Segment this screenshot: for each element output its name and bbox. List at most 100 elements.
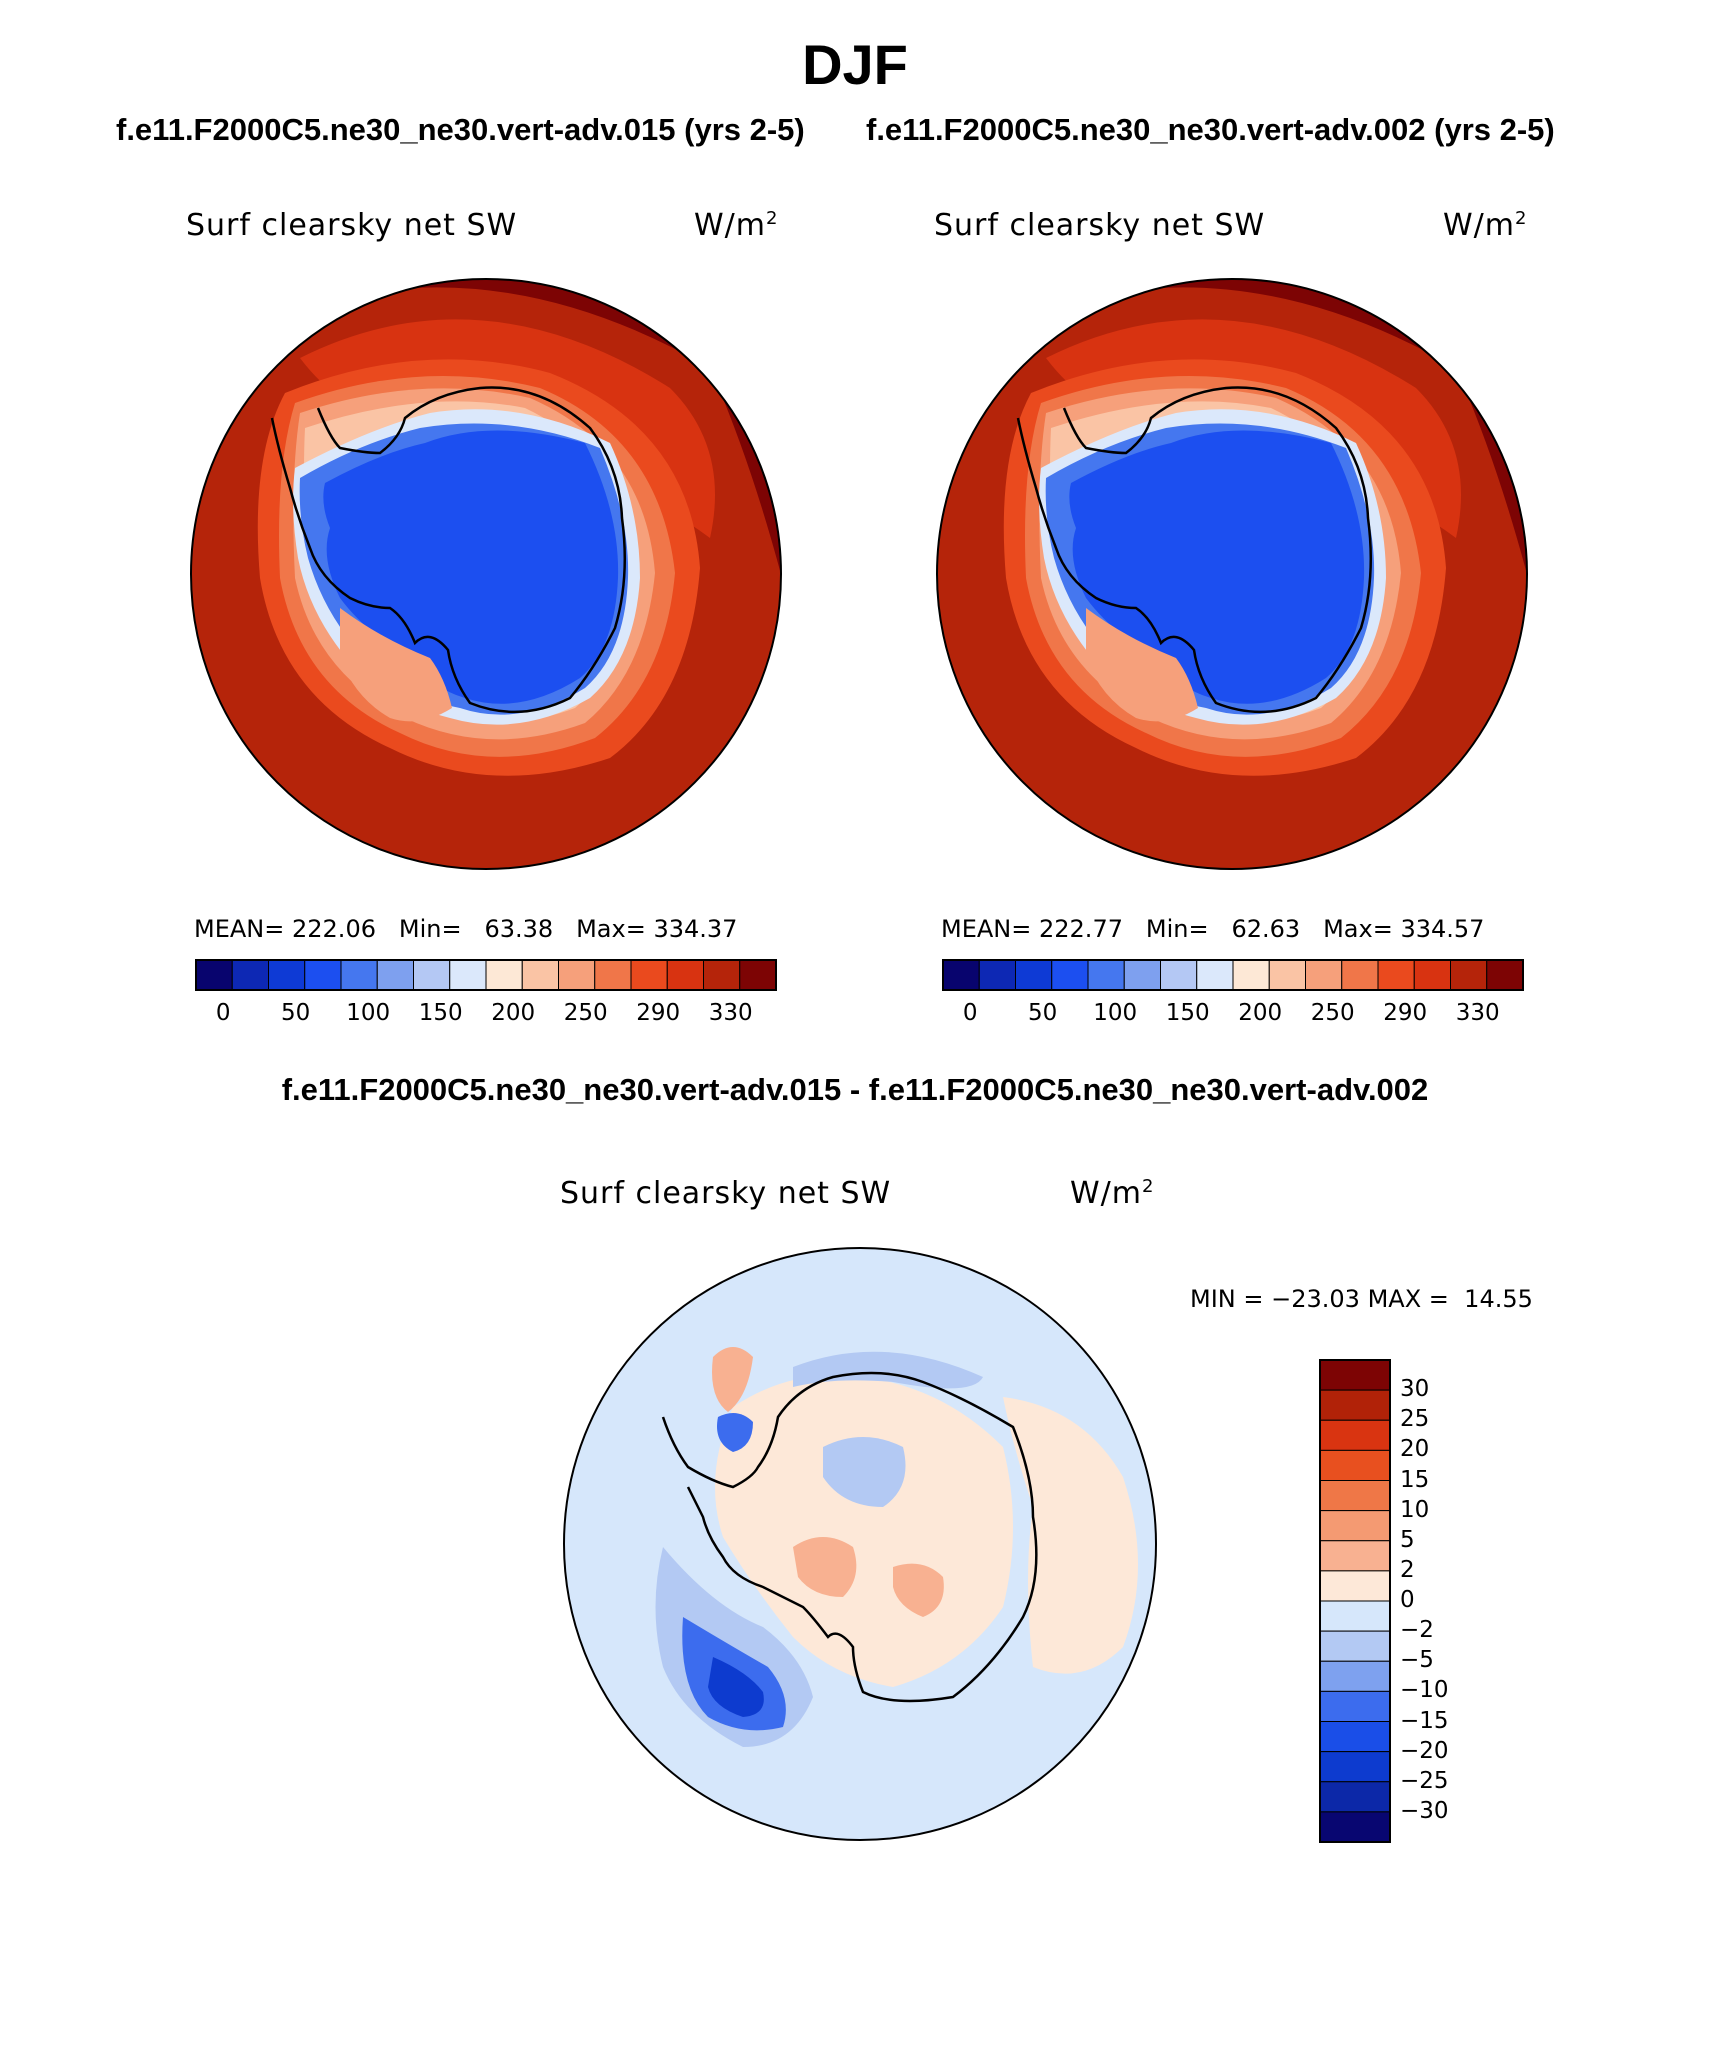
colorbar-swatch (1319, 1480, 1391, 1512)
colorbar-swatch (1160, 959, 1198, 991)
diff-positive-region-land (715, 1375, 1013, 1687)
colorbar-swatch (231, 959, 269, 991)
colorbar-tick-label: 2 (1400, 1556, 1415, 1583)
colorbar-swatch (1319, 1600, 1391, 1632)
colorbar-swatch (978, 959, 1016, 991)
diff-positive-region-east (1003, 1397, 1138, 1674)
colorbar-tick-label: 330 (708, 1000, 753, 1026)
colorbar-tick-label: 10 (1400, 1496, 1430, 1523)
colorbar-tick-label: 25 (1400, 1406, 1430, 1433)
colorbar-tick-label: 150 (1165, 1000, 1210, 1026)
colorbar-tick-label: 5 (1400, 1526, 1415, 1553)
colorbar-swatch (1305, 959, 1343, 991)
colorbar-tick-label: 30 (1400, 1376, 1430, 1403)
colorbar-tick-label: 290 (1383, 1000, 1428, 1026)
colorbar-swatch (1319, 1630, 1391, 1662)
colorbar-tick-label: 50 (1028, 1000, 1058, 1026)
colorbar-swatch (1015, 959, 1053, 991)
difference-title: f.e11.F2000C5.ne30_ne30.vert-adv.015 - f… (281, 1072, 1429, 1107)
left-colorbar-ticks: 0 50 100 150 200 250 290 330 (196, 1000, 776, 1030)
colorbar-tick-label: 150 (418, 1000, 463, 1026)
colorbar-swatch (449, 959, 487, 991)
colorbar-swatch (1319, 1811, 1391, 1843)
colorbar-swatch (521, 959, 559, 991)
colorbar-swatch (1319, 1751, 1391, 1783)
colorbar-frame (1319, 1359, 1391, 1843)
coastline (1016, 386, 1373, 714)
colorbar-swatch (1087, 959, 1125, 991)
diff-negative-west-core (708, 1657, 764, 1717)
colorbar-tick-label: 0 (1400, 1587, 1415, 1613)
colorbar-swatch (1319, 1510, 1391, 1542)
colorbar-swatch (1450, 959, 1488, 991)
colorbar-tick-label: 100 (346, 1000, 391, 1026)
colorbar-swatch (1319, 1660, 1391, 1692)
difference-colorbar-ticks: 30 25 20 15 10 5 2 0 −2 −5 −10 −15 −20 −25 −30 (1400, 1360, 1490, 1842)
colorbar-tick-label: −5 (1400, 1647, 1434, 1674)
colorbar-swatch (1051, 959, 1089, 991)
colorbar-tick-label: 0 (962, 1000, 978, 1026)
colorbar-tick-label: 100 (1093, 1000, 1138, 1026)
colorbar-swatch (1377, 959, 1415, 991)
difference-polar-map (563, 1247, 1157, 1841)
colorbar-swatch (304, 959, 342, 991)
colorbar-tick-label: 330 (1455, 1000, 1500, 1026)
colorbar-swatch (942, 959, 980, 991)
diff-positive-strong-2 (893, 1563, 944, 1617)
ross-embayment (340, 608, 452, 722)
colorbar-swatch (1319, 1419, 1391, 1451)
colorbar-swatch (376, 959, 414, 991)
land-main (323, 430, 619, 704)
right-stats: MEAN= 222.77 Min= 62.63 Max= 334.57 (941, 915, 1485, 943)
colorbar-tick-label: 50 (281, 1000, 311, 1026)
colorbar-swatch (413, 959, 451, 991)
right-polar-map (936, 278, 1528, 870)
colorbar-swatch (1319, 1449, 1391, 1481)
colorbar-tick-label: 200 (1238, 1000, 1283, 1026)
colorbar-swatch (1486, 959, 1524, 991)
colorbar-tick-label: 15 (1400, 1466, 1430, 1493)
colorbar-swatch (1319, 1389, 1391, 1421)
diff-negative-north-blob (717, 1413, 753, 1452)
colorbar-swatch (1413, 959, 1451, 991)
colorbar-tick-label: −20 (1400, 1737, 1449, 1764)
colorbar-swatch (594, 959, 632, 991)
colorbar-tick-label: −15 (1400, 1707, 1449, 1734)
diff-negative-coast (793, 1351, 983, 1389)
colorbar-tick-label: 0 (215, 1000, 231, 1026)
left-case-title: f.e11.F2000C5.ne30_ne30.vert-adv.015 (yr… (116, 112, 805, 147)
colorbar-swatch (1319, 1721, 1391, 1753)
colorbar-swatch (630, 959, 668, 991)
diff-positive-strong (793, 1537, 857, 1597)
right-case-title: f.e11.F2000C5.ne30_ne30.vert-adv.002 (yr… (866, 112, 1555, 147)
land-main (1069, 430, 1365, 704)
colorbar-swatch (268, 959, 306, 991)
colorbar-tick-label: −30 (1400, 1797, 1449, 1824)
colorbar-tick-label: −10 (1400, 1677, 1449, 1704)
diff-negative-patch (823, 1437, 906, 1507)
left-units-label: W/m2 (694, 208, 779, 243)
colorbar-swatch (1268, 959, 1306, 991)
diff-units-label: W/m2 (1070, 1176, 1155, 1211)
colorbar-swatch (1232, 959, 1270, 991)
colorbar-swatch (703, 959, 741, 991)
colorbar-swatch (1341, 959, 1379, 991)
coastline (270, 386, 627, 714)
colorbar-tick-label: 290 (636, 1000, 681, 1026)
right-colorbar (942, 959, 1524, 991)
left-colorbar (195, 959, 777, 991)
colorbar-swatch (1319, 1690, 1391, 1722)
colorbar-swatch (1196, 959, 1234, 991)
colorbar-swatch (558, 959, 596, 991)
left-polar-map (190, 278, 782, 870)
right-variable-label: Surf clearsky net SW (934, 208, 1266, 243)
colorbar-swatch (340, 959, 378, 991)
colorbar-swatch (1319, 1781, 1391, 1813)
colorbar-tick-label: −2 (1400, 1617, 1434, 1644)
colorbar-swatch (485, 959, 523, 991)
colorbar-swatch (1123, 959, 1161, 991)
colorbar-swatch (1319, 1570, 1391, 1602)
colorbar-frame (195, 959, 777, 991)
colorbar-swatch (195, 959, 233, 991)
colorbar-tick-label: 250 (1310, 1000, 1355, 1026)
